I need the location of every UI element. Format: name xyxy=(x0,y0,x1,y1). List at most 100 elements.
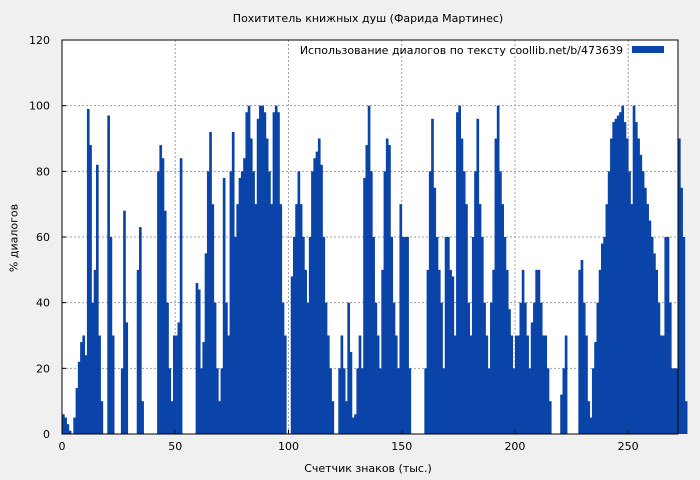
bar xyxy=(365,145,369,435)
bar xyxy=(75,388,79,434)
bar xyxy=(666,237,670,434)
bar xyxy=(315,151,319,434)
bar xyxy=(449,269,452,434)
bar xyxy=(293,237,296,434)
bar xyxy=(612,122,615,434)
x-tick-label: 100 xyxy=(278,440,299,453)
bar xyxy=(478,204,482,434)
bar xyxy=(213,302,217,434)
bar xyxy=(433,187,437,434)
bar xyxy=(424,368,428,434)
bar xyxy=(268,171,271,435)
bar xyxy=(274,105,278,435)
bar xyxy=(234,237,237,434)
bar xyxy=(299,204,303,434)
bar xyxy=(281,302,285,434)
bar xyxy=(383,171,387,435)
bar xyxy=(302,237,305,434)
bar xyxy=(564,335,568,434)
bar xyxy=(394,335,398,434)
bar xyxy=(675,368,679,434)
bar xyxy=(209,131,212,434)
bar xyxy=(641,171,645,435)
bar xyxy=(662,335,665,434)
bar xyxy=(542,335,545,434)
bar xyxy=(216,368,219,434)
bar xyxy=(673,368,677,434)
bar xyxy=(442,368,446,434)
bar xyxy=(163,210,167,434)
bar xyxy=(259,105,262,435)
bar xyxy=(492,269,495,434)
bar xyxy=(347,302,351,434)
bar xyxy=(197,289,201,434)
bar xyxy=(206,171,210,435)
bar xyxy=(501,204,505,434)
bar xyxy=(249,138,253,434)
bar xyxy=(650,237,654,434)
bar xyxy=(587,401,591,434)
bar xyxy=(664,237,668,434)
legend-swatch xyxy=(632,46,664,53)
bar xyxy=(331,401,335,434)
bar xyxy=(358,335,362,434)
bar xyxy=(562,368,566,434)
bar xyxy=(499,171,502,435)
bar xyxy=(295,204,298,434)
bar xyxy=(220,368,224,434)
bar xyxy=(671,368,674,434)
bar xyxy=(222,177,226,434)
bar xyxy=(453,335,457,434)
bar xyxy=(84,355,88,434)
bar xyxy=(428,171,432,435)
bar xyxy=(460,138,464,434)
bar xyxy=(270,204,274,434)
bar xyxy=(306,302,310,434)
bar xyxy=(596,302,600,434)
bar xyxy=(406,237,409,434)
bar xyxy=(456,112,459,434)
bar xyxy=(628,171,631,435)
bar xyxy=(136,269,140,434)
bar xyxy=(548,401,552,434)
bar xyxy=(141,401,144,434)
bar xyxy=(605,204,609,434)
bar xyxy=(73,417,76,434)
y-axis-ticks: 0 20 40 60 80 100 120 xyxy=(29,34,66,441)
bar xyxy=(680,187,683,434)
bar xyxy=(603,237,606,434)
bar xyxy=(263,112,267,434)
bar xyxy=(644,187,647,434)
bar xyxy=(476,118,480,435)
bar xyxy=(524,302,527,434)
bar xyxy=(342,368,346,434)
bar xyxy=(533,302,536,434)
bar xyxy=(93,269,97,434)
bar xyxy=(508,309,511,434)
bar xyxy=(487,368,491,434)
bar xyxy=(349,351,353,434)
bar xyxy=(639,154,643,434)
bar xyxy=(519,302,523,434)
bar xyxy=(544,335,548,434)
bar xyxy=(653,253,656,434)
bar xyxy=(623,122,627,434)
bar xyxy=(62,414,65,434)
bar xyxy=(107,115,110,435)
bar xyxy=(381,269,384,434)
bar xyxy=(261,105,264,435)
bar xyxy=(594,342,597,434)
bar xyxy=(195,282,199,434)
bar xyxy=(166,302,169,434)
bar xyxy=(277,112,280,434)
y-tick-label: 80 xyxy=(36,165,50,178)
bar xyxy=(451,276,455,434)
bar-series xyxy=(62,105,688,435)
bar xyxy=(252,171,255,435)
bar xyxy=(591,368,595,434)
bar xyxy=(580,259,584,434)
bar xyxy=(637,138,640,434)
bar xyxy=(401,237,405,434)
x-tick-label: 200 xyxy=(504,440,525,453)
y-tick-label: 100 xyxy=(29,100,50,113)
